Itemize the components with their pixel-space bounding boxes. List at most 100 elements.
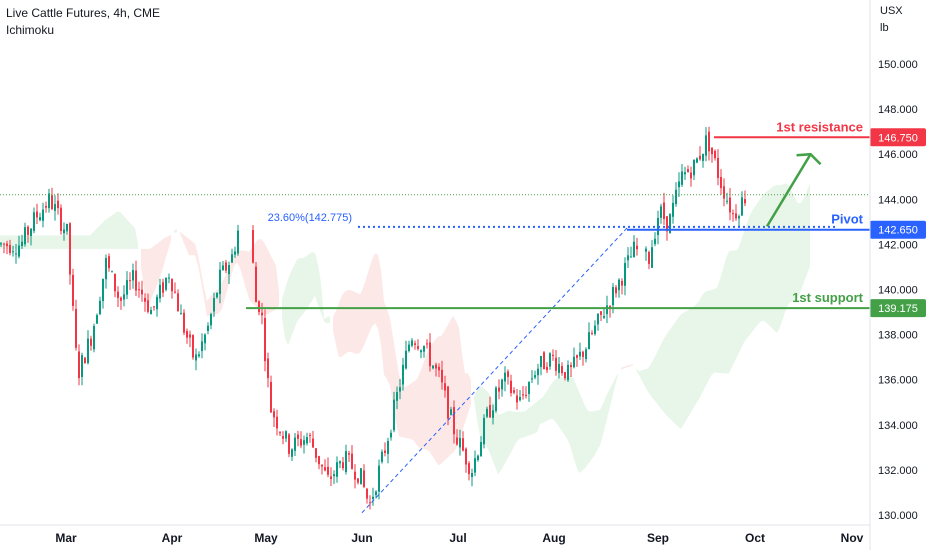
candle-up <box>381 451 383 462</box>
candle-up <box>54 204 56 211</box>
candle-up <box>606 305 608 315</box>
candle-up <box>393 399 395 431</box>
candle-down <box>153 306 155 308</box>
candle-up <box>375 491 377 496</box>
candle-up <box>741 197 743 216</box>
candle-up <box>150 310 152 315</box>
candle-up <box>627 255 629 261</box>
candle-down <box>507 371 509 377</box>
candle-down <box>723 186 725 199</box>
candle-down <box>78 351 80 379</box>
candle-down <box>264 318 266 362</box>
cloud-bullish <box>474 373 618 475</box>
candle-down <box>453 407 455 435</box>
candle-up <box>588 332 590 350</box>
candle-up <box>159 284 161 299</box>
candle-down <box>576 355 578 358</box>
candle-down <box>591 332 593 334</box>
candle-down <box>720 177 722 189</box>
candle-up <box>96 315 98 324</box>
candle-down <box>258 301 260 313</box>
pivot-price-value: 142.650 <box>878 225 918 237</box>
candle-up <box>231 254 233 263</box>
candle-down <box>192 335 194 358</box>
price-unit-currency: USX <box>880 5 903 17</box>
candle-up <box>201 341 203 351</box>
candle-down <box>609 306 611 309</box>
candle-up <box>618 279 620 291</box>
candle-up <box>123 294 125 300</box>
candle-up <box>450 409 452 415</box>
candle-down <box>288 434 290 454</box>
candle-up <box>219 269 221 294</box>
candle-up <box>195 354 197 361</box>
candle-up <box>336 462 338 477</box>
candle-down <box>255 266 257 303</box>
candle-down <box>513 390 515 393</box>
y-tick-label: 150.000 <box>878 59 918 71</box>
candle-up <box>306 437 308 444</box>
candle-down <box>174 291 176 293</box>
candle-down <box>120 297 122 301</box>
candle-down <box>318 456 320 465</box>
1st-resistance-label: 1st resistance <box>776 119 863 134</box>
candle-up <box>222 265 224 270</box>
candles <box>0 126 746 510</box>
candle-up <box>492 410 494 418</box>
x-tick-label: Nov <box>841 531 864 545</box>
candle-down <box>51 195 53 209</box>
candle-up <box>483 417 485 445</box>
candle-down <box>315 448 317 458</box>
candle-down <box>252 230 254 263</box>
candle-down <box>108 256 110 269</box>
candle-down <box>267 358 269 379</box>
candle-up <box>66 223 68 232</box>
candle-down <box>699 155 701 160</box>
candle-up <box>21 241 23 247</box>
candle-up <box>501 379 503 390</box>
candle-up <box>540 356 542 367</box>
candle-up <box>237 230 239 254</box>
candle-down <box>177 293 179 312</box>
candle-up <box>87 338 89 363</box>
candle-down <box>522 394 524 396</box>
candle-down <box>9 245 11 253</box>
candle-up <box>15 253 17 255</box>
candle-down <box>648 252 650 264</box>
candle-down <box>297 434 299 439</box>
candle-up <box>291 449 293 457</box>
candle-up <box>234 251 236 255</box>
candle-up <box>669 214 671 234</box>
candle-down <box>384 450 386 453</box>
candle-down <box>636 245 638 250</box>
y-tick-label: 144.000 <box>878 194 918 206</box>
y-tick-label: 148.000 <box>878 104 918 116</box>
candle-up <box>537 368 539 376</box>
candle-up <box>18 245 20 257</box>
candle-up <box>12 251 14 253</box>
candle-down <box>555 357 557 371</box>
candle-down <box>552 354 554 356</box>
candle-down <box>516 395 518 403</box>
x-tick-label: Jul <box>449 531 466 545</box>
candle-up <box>696 158 698 163</box>
y-tick-label: 134.000 <box>878 420 918 432</box>
candle-down <box>708 131 710 152</box>
candle-down <box>138 289 140 291</box>
candle-up <box>378 465 380 492</box>
candle-down <box>357 478 359 483</box>
candle-up <box>579 351 581 357</box>
candle-down <box>114 273 116 292</box>
candle-down <box>282 436 284 439</box>
candle-down <box>663 202 665 219</box>
projection-arrow-shaft <box>765 153 812 228</box>
candle-up <box>549 353 551 367</box>
candle-up <box>63 229 65 234</box>
candle-up <box>651 247 653 268</box>
candle-up <box>432 365 434 369</box>
candle-up <box>285 431 287 439</box>
candle-down <box>261 312 263 316</box>
trend-line <box>361 226 629 514</box>
